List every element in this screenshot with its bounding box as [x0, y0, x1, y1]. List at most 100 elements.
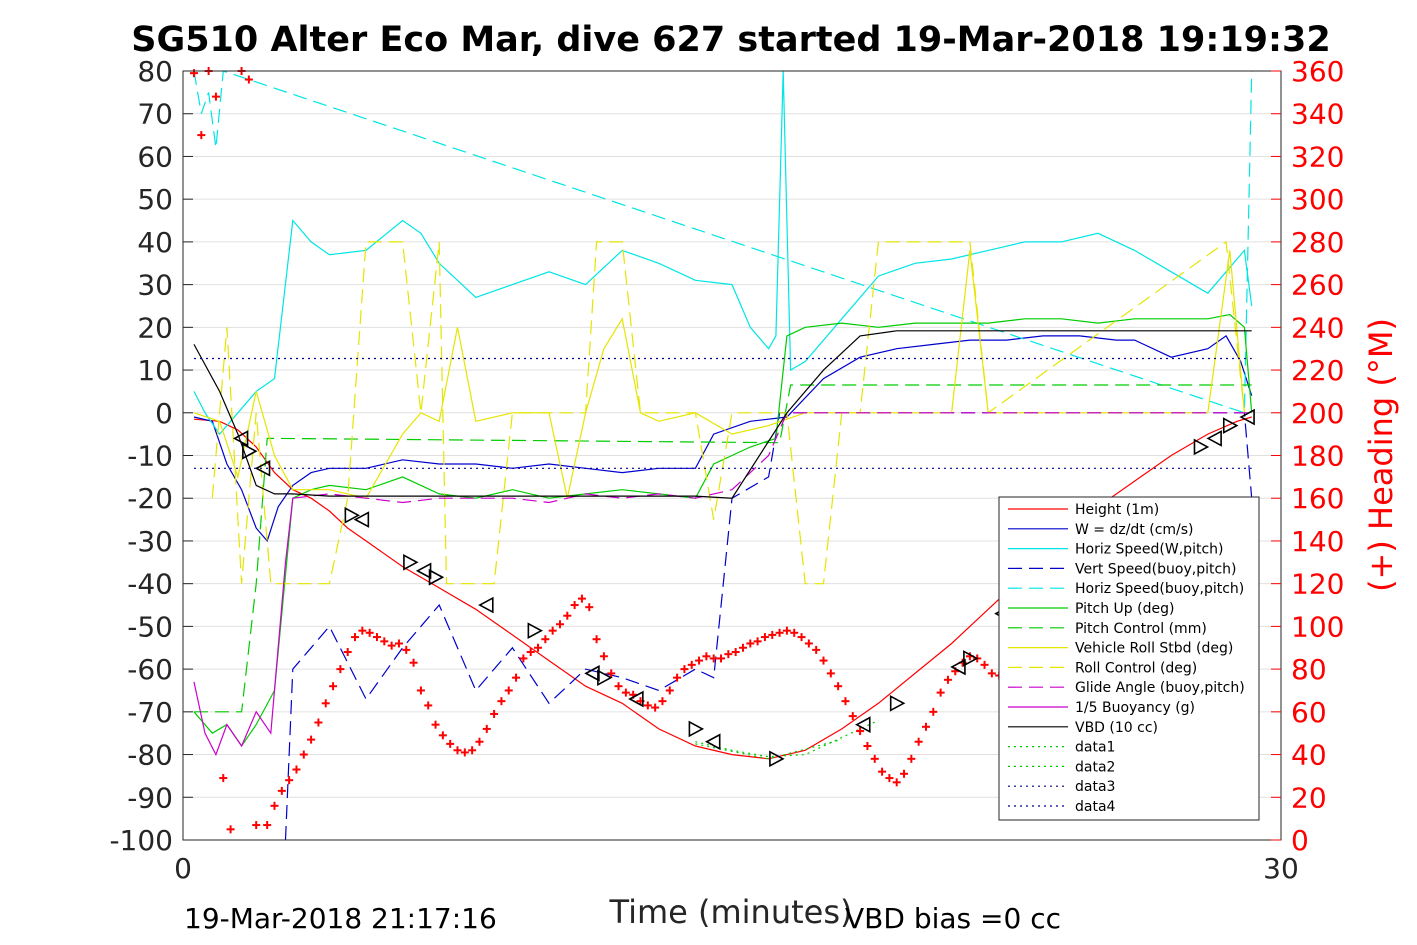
y2-tick-label: 280 [1291, 226, 1344, 259]
heading-marker [468, 746, 477, 755]
legend-label: data3 [1075, 779, 1115, 795]
y-tick-label: -100 [109, 824, 173, 857]
heading-marker [226, 825, 235, 834]
y2-tick-label: 320 [1291, 140, 1344, 173]
heading-marker [329, 682, 338, 691]
legend-label: Glide Angle (buoy,pitch) [1075, 680, 1245, 696]
heading-marker [585, 603, 594, 612]
waypoint-triangle [769, 750, 785, 768]
y-tick-label: 70 [137, 98, 173, 131]
heading-marker [380, 637, 389, 646]
legend-label: Horiz Speed(W,pitch) [1075, 542, 1223, 558]
heading-marker [402, 645, 411, 654]
heading-marker [936, 688, 945, 697]
heading-marker [482, 724, 491, 733]
heading-marker [797, 633, 806, 642]
waypoint-triangle [353, 511, 370, 528]
waypoint-triangle [1222, 417, 1239, 434]
y-tick-label: 20 [137, 311, 173, 344]
heading-marker [394, 639, 403, 648]
waypoint-markers [232, 408, 1255, 768]
y-tick-label: 30 [137, 269, 173, 302]
heading-marker [753, 637, 762, 646]
waypoint-triangle [963, 650, 979, 667]
y-tick-label: 40 [137, 226, 173, 259]
y2-tick-label: 220 [1291, 354, 1344, 387]
heading-marker [863, 742, 872, 751]
y2-tick-label: 100 [1291, 610, 1344, 643]
heading-marker [914, 737, 923, 746]
heading-marker [577, 594, 586, 603]
y2-tick-label: 0 [1291, 824, 1309, 857]
heading-marker [651, 703, 660, 712]
y2-tick-label: 340 [1291, 98, 1344, 131]
y-tick-label: 10 [137, 354, 173, 387]
series-line [211, 240, 1245, 585]
y2-tick-label: 140 [1291, 525, 1344, 558]
heading-marker [252, 821, 261, 830]
heading-marker [987, 669, 996, 678]
legend-box [998, 496, 1260, 821]
heading-marker [336, 665, 345, 674]
heading-marker [702, 652, 711, 661]
y2-tick-label: 20 [1291, 781, 1327, 814]
heading-marker [621, 688, 630, 697]
y-tick-label: -70 [127, 696, 173, 729]
waypoint-triangle [889, 694, 906, 712]
heading-marker [921, 722, 930, 731]
heading-marker [812, 645, 821, 654]
y-tick-label: 60 [137, 140, 173, 173]
heading-marker [244, 75, 253, 84]
footer-timestamp: 19-Mar-2018 21:17:16 [184, 902, 497, 935]
heading-marker [343, 648, 352, 657]
y-tick-label: -20 [127, 482, 173, 515]
legend-label: Vehicle Roll Stbd (deg) [1075, 641, 1233, 657]
y2-tick-label: 300 [1291, 183, 1344, 216]
heading-marker [592, 635, 601, 644]
heading-marker [387, 641, 396, 650]
waypoint-triangle [584, 665, 600, 682]
waypoint-triangle [428, 568, 445, 586]
heading-marker [475, 737, 484, 746]
series-line [193, 498, 294, 757]
waypoint-triangle [1239, 408, 1255, 426]
waypoint-triangle [478, 596, 494, 614]
y-tick-label: 0 [155, 397, 173, 430]
series-line [193, 313, 1253, 748]
heading-marker [892, 778, 901, 787]
heading-marker [856, 727, 865, 736]
heading-marker [665, 686, 674, 695]
waypoint-triangle [403, 553, 419, 571]
series-line [695, 719, 879, 758]
heading-marker [431, 720, 440, 729]
y2-tick-label: 200 [1291, 397, 1344, 430]
waypoint-triangle [344, 506, 361, 524]
heading-marker [738, 643, 747, 652]
y-tick-label: -30 [127, 525, 173, 558]
heading-marker [709, 654, 718, 663]
heading-marker [519, 654, 528, 663]
heading-marker [351, 633, 360, 642]
heading-marker [299, 750, 308, 759]
heading-marker [658, 697, 667, 706]
heading-marker [782, 626, 791, 635]
legend-label: data1 [1075, 740, 1115, 756]
heading-marker [614, 682, 623, 691]
heading-marker [841, 697, 850, 706]
heading-marker [717, 654, 726, 663]
y-tick-label: -60 [127, 653, 173, 686]
heading-marker [680, 665, 689, 674]
heading-marker [409, 658, 418, 667]
legend-label: W = dz/dt (cm/s) [1075, 522, 1194, 538]
heading-marker [775, 628, 784, 637]
heading-marker [848, 712, 857, 721]
heading-marker [285, 776, 294, 785]
legend-label: 1/5 Buoyancy (g) [1075, 700, 1195, 716]
waypoint-triangle [597, 669, 613, 686]
heading-marker [292, 765, 301, 774]
heading-marker [189, 69, 198, 78]
legend-label: Horiz Speed(buoy,pitch) [1075, 581, 1244, 597]
y2-tick-label: 180 [1291, 440, 1344, 473]
heading-marker [526, 648, 535, 657]
